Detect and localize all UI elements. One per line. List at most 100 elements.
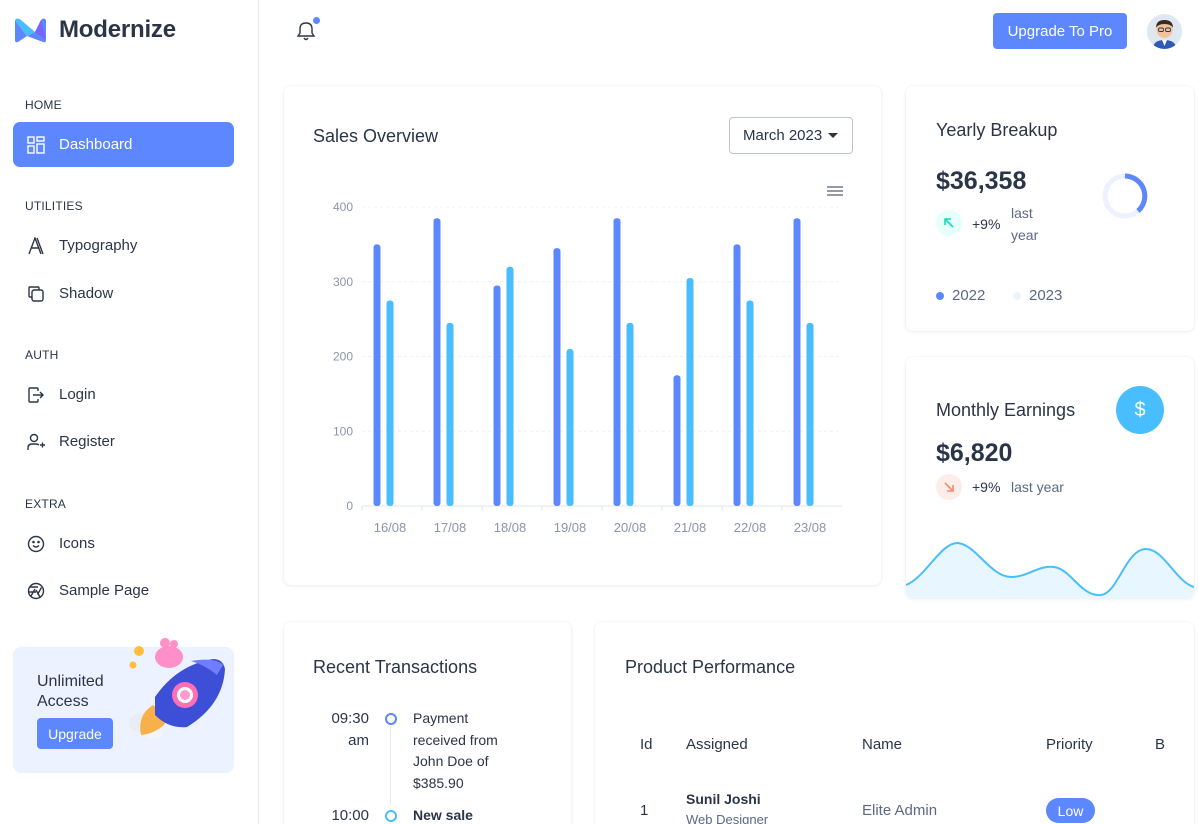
x-tick-label: 21/08 [674,520,707,535]
month-select-value: March 2023 [743,127,823,144]
priority-badge: Low [1046,798,1095,823]
bell-icon [296,22,316,41]
y-tick-label: 100 [333,424,353,438]
bar [746,300,754,506]
avatar[interactable] [1147,14,1182,49]
timeline-text: New sale [413,807,473,823]
mood-happy-icon [25,533,47,555]
yearly-donut [1102,173,1148,219]
table-cell-id: 1 [640,802,649,819]
currency-dollar-button[interactable]: $ [1116,386,1164,434]
table-cell-name: Elite Admin [862,802,938,819]
sidebar-item-label: Sample Page [59,582,150,599]
legend-dot [936,291,944,300]
bar [386,300,394,506]
brand-name: Modernize [59,16,176,43]
nav-section-home: HOME [25,98,62,112]
sales-chart: 0 100 200 300 400 16/08 17/08 18/08 19/08 20/08 21… [333,200,842,535]
bar [686,278,694,506]
nav-section-utilities: UTILITIES [25,199,83,213]
bar [446,322,454,506]
product-performance-title: Product Performance [625,657,796,677]
logo-icon [15,18,46,43]
x-tick-label: 18/08 [494,520,527,535]
dashboard-icon [25,134,47,156]
sidebar: Modernize HOME Dashboard UTILITIES Typog… [0,0,259,824]
x-tick-label: 20/08 [614,520,647,535]
sidebar-item-shadow[interactable]: Shadow [13,271,234,316]
copy-icon [25,283,47,305]
upgrade-to-pro-button[interactable]: Upgrade To Pro [993,13,1127,49]
chart-menu-button[interactable] [827,184,843,202]
user-plus-icon [25,431,47,453]
promo-upgrade-button[interactable]: Upgrade [37,718,113,749]
legend-2022: 2022 [936,287,985,304]
sidebar-item-icons[interactable]: Icons [13,521,234,566]
sidebar-item-sample-page[interactable]: Sample Page [13,568,234,613]
bar [493,285,501,506]
menu-icon [827,186,843,196]
bar [613,218,621,506]
timeline-time: 09:30 am [331,710,369,749]
legend-dot [1013,291,1021,300]
bar [733,244,741,506]
sidebar-item-login[interactable]: Login [13,372,234,417]
yearly-pct: +9% [972,216,1001,232]
month-select[interactable]: March 2023 [729,117,853,154]
nav-section-extra: EXTRA [25,497,67,511]
dollar-icon: $ [1134,398,1146,421]
legend-2023: 2023 [1013,287,1062,304]
table-header-budget: B [1155,736,1166,753]
sidebar-item-register[interactable]: Register [13,419,234,464]
sidebar-item-label: Typography [59,237,138,254]
legend-label: 2023 [1029,287,1063,304]
y-tick-label: 200 [333,350,353,364]
monthly-amount: $6,820 [936,439,1013,467]
yearly-amount: $36,358 [936,167,1027,195]
nav-section-auth: AUTH [25,348,59,362]
product-performance-card: Product Performance Id Assigned Name Pri… [595,622,1194,824]
table-cell-assigned: Sunil Joshi [686,791,761,807]
table-header-priority: Priority [1046,736,1093,753]
table-header-id: Id [640,736,653,753]
x-tick-label: 22/08 [734,520,767,535]
x-tick-label: 19/08 [554,520,587,535]
rocket-illustration [129,638,225,739]
monthly-earnings-title: Monthly Earnings [936,400,1076,420]
brand-logo[interactable]: Modernize [13,16,176,44]
sales-overview-card: Sales Overview March 2023 0 100 200 300 400 1… [284,86,881,585]
monthly-trend-label: last year [1011,479,1064,495]
timeline-time: 10:00 [331,807,369,824]
timeline-text: Payment received from John Doe of $385.9… [413,710,498,791]
notification-bell[interactable] [296,20,316,47]
chevron-down-icon [828,133,838,138]
user-avatar-icon [1147,14,1182,49]
recent-transactions-card: Recent Transactions 09:30 am Payment rec… [284,622,571,824]
bar [673,375,681,506]
bar [433,218,441,506]
bar [793,218,801,506]
table-header-name: Name [862,736,903,753]
sidebar-item-dashboard[interactable]: Dashboard [13,122,234,167]
recent-transactions-title: Recent Transactions [313,657,478,677]
timeline-dot [385,713,397,725]
yearly-breakup-title: Yearly Breakup [936,120,1058,140]
upgrade-promo-card: Unlimited Access Upgrade [13,638,234,773]
bar [506,266,514,506]
table-cell-role: Web Designer [686,812,769,824]
y-tick-label: 0 [346,499,353,513]
monthly-pct: +9% [972,479,1001,495]
sales-overview-title: Sales Overview [313,126,439,146]
yearly-breakup-card: Yearly Breakup $36,358 +9% last year 202… [906,86,1194,331]
arrow-up-left-icon [936,210,962,236]
monthly-earnings-card: Monthly Earnings $ $6,820 +9% last year [906,357,1194,598]
sidebar-item-label: Icons [59,535,95,552]
y-tick-label: 400 [333,200,353,214]
sidebar-item-typography[interactable]: Typography [13,223,234,268]
login-icon [25,384,47,406]
timeline-dot [385,810,397,822]
monthly-sparkline [906,541,1194,598]
yearly-trend-label: last year [1011,205,1039,243]
arrow-down-right-icon [936,474,962,500]
bar [626,322,634,506]
